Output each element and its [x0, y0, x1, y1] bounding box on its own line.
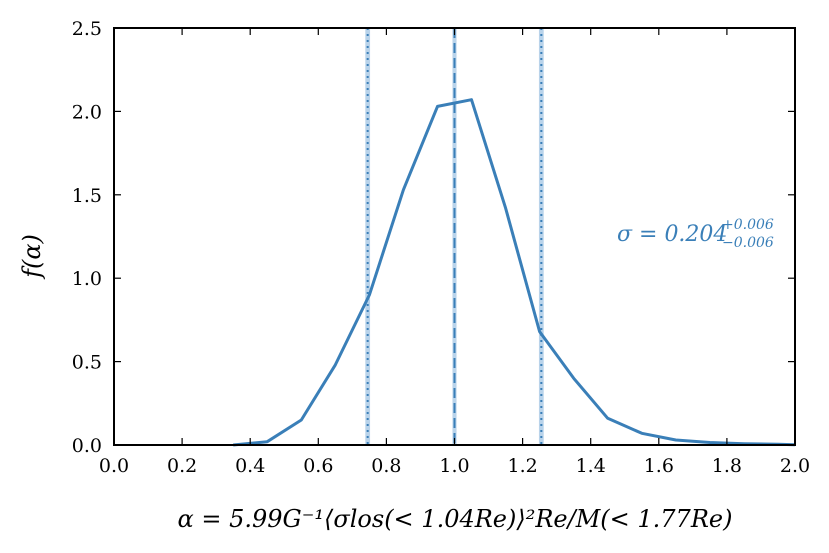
y-tick-label: 0.0	[72, 435, 102, 457]
x-tick-label: 0.6	[303, 455, 333, 477]
ticks-layer: 0.0 0.2 0.4 0.6 0.8 1.0 1.2 1.4 1.6 1.8 2.0 0.0 0.5 1…	[72, 18, 810, 477]
y-tick-label: 2.5	[72, 18, 102, 40]
x-tick-label: 1.0	[439, 455, 469, 477]
uncertainty-band-0	[365, 28, 371, 445]
x-tick-label: 0.4	[235, 455, 265, 477]
series-layer	[233, 98, 796, 447]
bands-layer	[365, 28, 544, 445]
uncertainty-band-2	[538, 28, 544, 445]
x-tick-label: 1.4	[576, 455, 606, 477]
x-tick-label: 0.0	[99, 455, 129, 477]
x-tick-label: 1.6	[644, 455, 674, 477]
series-line-0	[233, 98, 796, 447]
x-axis-label: α = 5.99G⁻¹⟨σlos(< 1.04Re)⟩²Re/M(< 1.77R…	[178, 505, 733, 533]
x-tick-label: 1.8	[712, 455, 742, 477]
x-tick-label: 2.0	[780, 455, 810, 477]
y-tick-label: 1.0	[72, 268, 102, 290]
x-tick-label: 0.2	[167, 455, 197, 477]
uncertainty-band-1	[452, 28, 457, 445]
sigma-annotation-value: σ = 0.204	[617, 222, 727, 247]
sigma-annotation-lower: −0.006	[722, 235, 774, 251]
x-tick-label: 1.2	[507, 455, 537, 477]
y-tick-label: 0.5	[72, 352, 102, 374]
y-tick-label: 1.5	[72, 185, 102, 207]
y-tick-label: 2.0	[72, 101, 102, 123]
sigma-annotation-upper: +0.006	[722, 217, 774, 233]
sigma-annotation: σ = 0.204	[617, 222, 727, 247]
vertical-lines-layer	[366, 28, 543, 445]
x-tick-label: 0.8	[371, 455, 401, 477]
y-axis-label: f(α)	[18, 234, 46, 280]
